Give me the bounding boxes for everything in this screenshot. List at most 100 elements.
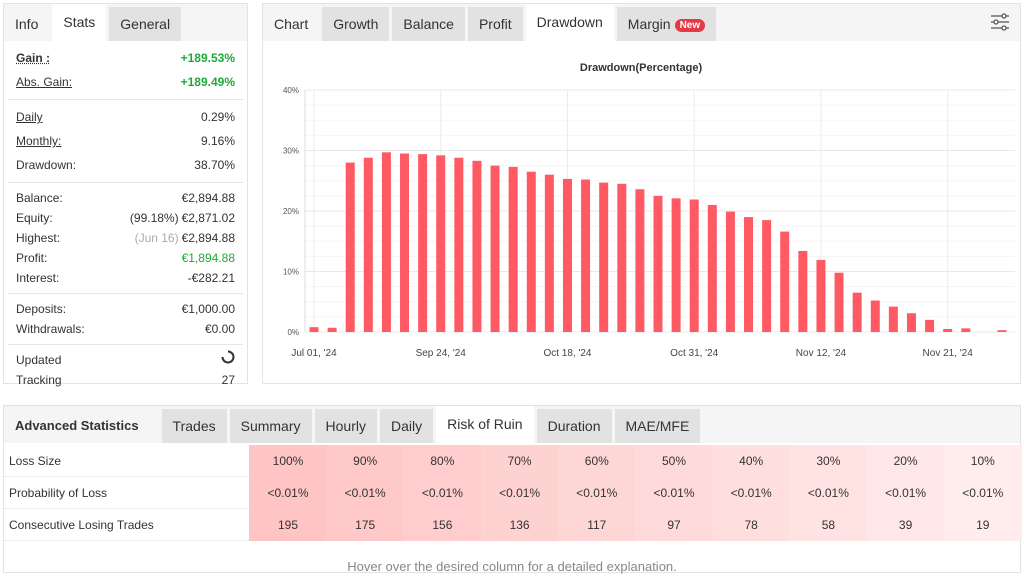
bar[interactable] (816, 260, 826, 332)
tab-summary[interactable]: Summary (229, 409, 312, 443)
settings-button[interactable] (990, 12, 1010, 32)
table-cell[interactable]: 117 (557, 509, 636, 541)
bar[interactable] (508, 166, 518, 332)
tab-duration[interactable]: Duration (536, 409, 612, 443)
table-cell[interactable]: 10% (943, 445, 1022, 477)
tab-label: Daily (390, 418, 423, 434)
tab-info[interactable]: Info (4, 7, 49, 41)
stat-label[interactable]: Abs. Gain: (16, 75, 73, 89)
bar[interactable] (671, 198, 681, 332)
table-cell[interactable]: 40% (712, 445, 791, 477)
stat-label: Withdrawals: (16, 322, 85, 336)
bar[interactable] (436, 155, 446, 332)
x-tick-label: Oct 18, '24 (543, 348, 591, 359)
tab-mae-mfe[interactable]: MAE/MFE (614, 409, 701, 443)
stat-row-abs-gain: Abs. Gain: +189.49% (8, 70, 243, 94)
bar[interactable] (400, 153, 410, 332)
bar[interactable] (309, 327, 319, 332)
table-cell[interactable]: 50% (635, 445, 713, 477)
table-cell[interactable]: 175 (326, 509, 405, 541)
tab-general[interactable]: General (109, 7, 182, 41)
bar[interactable] (581, 179, 591, 332)
bar[interactable] (925, 319, 935, 332)
table-cell[interactable]: <0.01% (635, 477, 713, 509)
table-cell[interactable]: 136 (480, 509, 559, 541)
table-cell[interactable]: <0.01% (943, 477, 1022, 509)
table-cell[interactable]: 60% (557, 445, 636, 477)
table-cell[interactable]: 30% (789, 445, 868, 477)
bar[interactable] (870, 300, 880, 332)
bar[interactable] (689, 199, 699, 332)
tab-hourly[interactable]: Hourly (314, 409, 377, 443)
bar[interactable] (327, 327, 337, 332)
stat-value-text: 9.16% (200, 134, 235, 148)
bar[interactable] (744, 217, 754, 332)
table-cell[interactable]: 195 (249, 509, 327, 541)
bar[interactable] (834, 272, 844, 332)
table-cell[interactable]: 90% (326, 445, 405, 477)
tab-profit[interactable]: Profit (467, 7, 523, 41)
bar[interactable] (906, 313, 916, 332)
bar[interactable] (798, 250, 808, 332)
tab-advanced-statistics[interactable]: Advanced Statistics (4, 409, 159, 443)
bar[interactable] (725, 211, 735, 332)
stat-row-interest: Interest: -€282.21 (8, 268, 243, 288)
table-cell[interactable]: 58 (789, 509, 868, 541)
tab-label: Chart (274, 16, 309, 32)
stat-label[interactable]: Daily (16, 110, 43, 124)
table-cell[interactable]: 78 (712, 509, 791, 541)
bar[interactable] (381, 152, 391, 332)
tab-drawdown[interactable]: Drawdown (525, 4, 614, 41)
table-cell[interactable]: <0.01% (866, 477, 945, 509)
bar[interactable] (943, 328, 953, 332)
bar[interactable] (888, 306, 898, 332)
table-cell[interactable]: <0.01% (557, 477, 636, 509)
bar[interactable] (961, 328, 971, 332)
table-cell[interactable]: 80% (403, 445, 482, 477)
bar[interactable] (762, 220, 772, 332)
tab-growth[interactable]: Growth (322, 7, 390, 41)
bar[interactable] (562, 178, 572, 332)
tab-trades[interactable]: Trades (161, 409, 227, 443)
bar[interactable] (363, 157, 373, 332)
table-cell[interactable]: <0.01% (249, 477, 327, 509)
tab-stats[interactable]: Stats (52, 4, 107, 41)
bar[interactable] (997, 330, 1007, 332)
tab-label: Risk of Ruin (447, 416, 523, 432)
bar[interactable] (653, 195, 663, 332)
tab-daily[interactable]: Daily (379, 409, 434, 443)
table-cell[interactable]: 97 (635, 509, 713, 541)
bar[interactable] (707, 204, 717, 332)
table-cell[interactable]: 156 (403, 509, 482, 541)
bar[interactable] (472, 160, 482, 332)
table-cell[interactable]: 39 (866, 509, 945, 541)
table-cell[interactable]: <0.01% (326, 477, 405, 509)
tab-margin[interactable]: Margin New (616, 7, 717, 41)
table-cell[interactable]: 19 (943, 509, 1022, 541)
tab-chart[interactable]: Chart (263, 7, 319, 41)
bar[interactable] (418, 154, 428, 332)
bar[interactable] (454, 157, 464, 332)
table-cell[interactable]: <0.01% (403, 477, 482, 509)
bar[interactable] (490, 165, 500, 332)
bar[interactable] (617, 183, 627, 332)
table-cell[interactable]: 20% (866, 445, 945, 477)
bar[interactable] (544, 174, 554, 332)
row-label: Probability of Loss (9, 486, 108, 500)
table-cell[interactable]: <0.01% (712, 477, 791, 509)
bar[interactable] (599, 182, 609, 332)
tab-risk-of-ruin[interactable]: Risk of Ruin (436, 406, 534, 443)
table-cell[interactable]: <0.01% (480, 477, 559, 509)
bar[interactable] (526, 171, 536, 332)
bar[interactable] (852, 292, 862, 332)
stat-label[interactable]: Gain : (16, 51, 51, 65)
bar[interactable] (780, 231, 790, 332)
stat-label[interactable]: Monthly: (16, 134, 62, 148)
tab-balance[interactable]: Balance (392, 7, 465, 41)
table-cell[interactable]: 100% (249, 445, 327, 477)
table-cell[interactable]: 70% (480, 445, 559, 477)
stats-panel: Info Stats General Gain : +189.53% Abs. Gain… (3, 3, 248, 387)
bar[interactable] (635, 189, 645, 332)
table-cell[interactable]: <0.01% (789, 477, 868, 509)
bar[interactable] (345, 162, 355, 332)
